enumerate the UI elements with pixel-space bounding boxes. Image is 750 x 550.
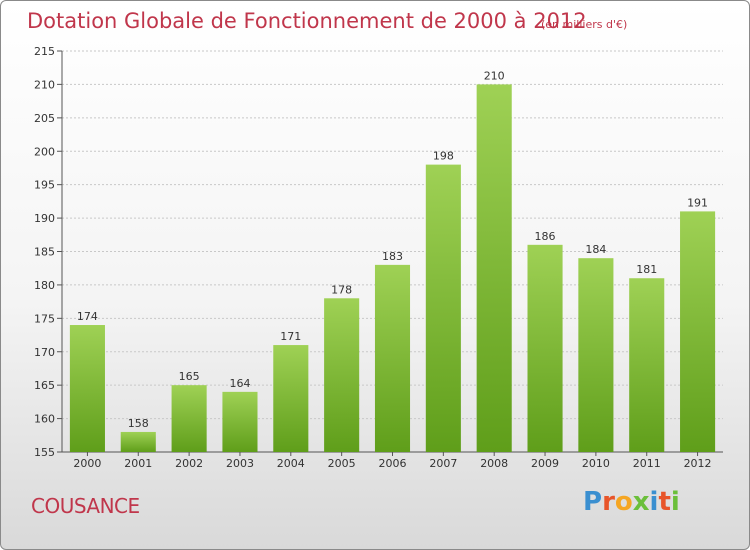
- bar: [273, 345, 309, 452]
- data-label: 164: [229, 377, 250, 390]
- x-tick-label: 2005: [328, 457, 356, 470]
- bar: [629, 278, 665, 452]
- data-label: 183: [382, 250, 403, 263]
- data-label: 178: [331, 283, 352, 296]
- y-tick-label: 195: [34, 179, 55, 192]
- logo-letter: o: [614, 487, 633, 517]
- bar: [374, 264, 411, 452]
- bar: [120, 431, 156, 452]
- data-label: 184: [585, 243, 606, 256]
- y-tick-label: 210: [34, 78, 55, 91]
- commune-name: COUSANCE: [31, 494, 140, 518]
- x-tick-label: 2002: [175, 457, 203, 470]
- y-tick-label: 155: [34, 446, 55, 459]
- x-tick-label: 2011: [633, 457, 661, 470]
- y-tick-label: 205: [34, 112, 55, 125]
- x-tick-label: 2008: [480, 457, 508, 470]
- bar: [680, 211, 716, 452]
- logo-letter: i: [670, 487, 680, 517]
- y-tick-label: 190: [34, 212, 55, 225]
- data-label: 181: [636, 263, 657, 276]
- y-tick-label: 160: [34, 413, 55, 426]
- bar: [324, 298, 360, 452]
- y-tick-label: 170: [34, 346, 55, 359]
- bar: [222, 391, 258, 452]
- data-label: 186: [535, 230, 556, 243]
- y-tick-label: 215: [34, 45, 55, 58]
- bar: [69, 325, 105, 452]
- chart-title: Dotation Globale de Fonctionnement de 20…: [27, 9, 587, 33]
- data-label: 191: [687, 196, 708, 209]
- x-tick-label: 2009: [531, 457, 559, 470]
- bar: [171, 385, 207, 452]
- y-tick-label: 185: [34, 246, 55, 259]
- x-tick-label: 2001: [124, 457, 152, 470]
- y-tick-label: 175: [34, 312, 55, 325]
- data-label: 158: [128, 417, 149, 430]
- logo-letter: P: [583, 487, 603, 517]
- bar: [578, 258, 614, 452]
- x-tick-label: 2000: [73, 457, 101, 470]
- data-label: 174: [77, 310, 98, 323]
- logo-letter: i: [649, 487, 659, 517]
- proxiti-logo: Proxiti: [583, 487, 680, 517]
- chart-subtitle: (en milliers d'€): [541, 18, 628, 31]
- data-label: 198: [433, 150, 454, 163]
- logo-letter: x: [632, 487, 650, 517]
- x-tick-label: 2007: [429, 457, 457, 470]
- x-tick-label: 2003: [226, 457, 254, 470]
- x-tick-label: 2010: [582, 457, 610, 470]
- x-tick-label: 2006: [379, 457, 407, 470]
- data-label: 165: [179, 370, 200, 383]
- y-tick-label: 165: [34, 379, 55, 392]
- x-tick-label: 2012: [684, 457, 712, 470]
- y-tick-label: 200: [34, 145, 55, 158]
- bar: [476, 84, 512, 453]
- data-label: 210: [484, 69, 505, 82]
- x-tick-label: 2004: [277, 457, 305, 470]
- logo-letter: r: [602, 487, 615, 517]
- y-tick-label: 180: [34, 279, 55, 292]
- bar: [527, 244, 563, 452]
- logo-letter: t: [658, 487, 671, 517]
- data-label: 171: [280, 330, 301, 343]
- bar: [425, 164, 461, 452]
